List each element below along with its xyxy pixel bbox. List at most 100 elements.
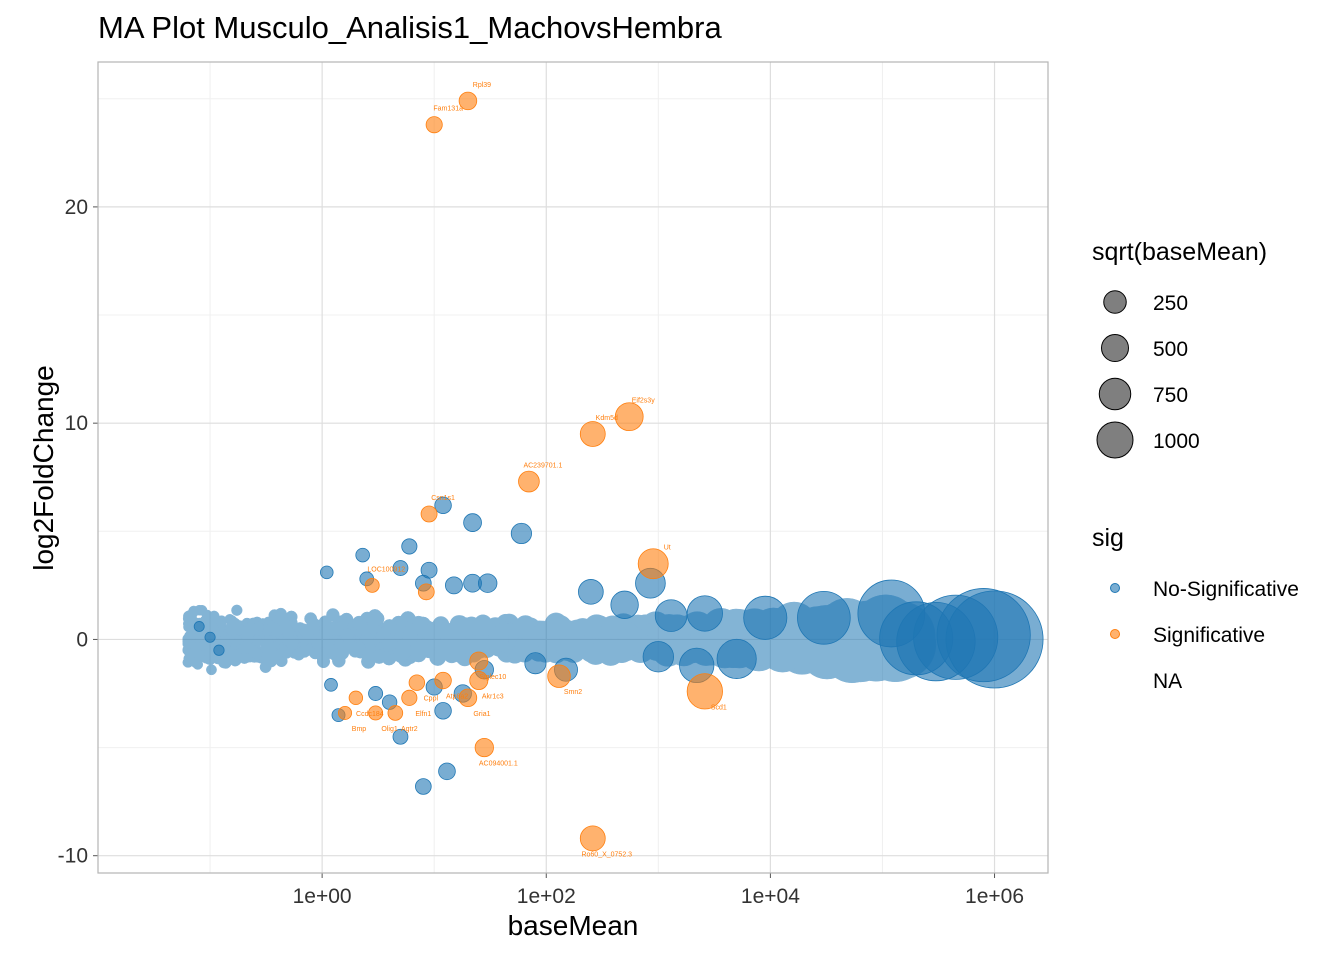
cloud-point bbox=[369, 611, 385, 627]
no-significative-point bbox=[438, 762, 456, 781]
color-legend-title: sig bbox=[1092, 524, 1124, 552]
cloud-point bbox=[537, 629, 560, 652]
gene-label: Ccdc184 bbox=[356, 711, 384, 718]
y-tick-label: 0 bbox=[76, 628, 88, 651]
color-legend-label: No-Significative bbox=[1153, 578, 1299, 601]
cloud-point bbox=[410, 646, 427, 663]
cloud-point bbox=[473, 614, 493, 634]
cloud-point bbox=[282, 626, 295, 639]
significative-point bbox=[458, 688, 478, 708]
gene-label: Csn1s1 bbox=[431, 495, 455, 502]
gene-label: Ut bbox=[664, 545, 671, 552]
no-significative-point bbox=[392, 560, 409, 576]
gene-label: AC239701.1 bbox=[523, 463, 562, 470]
significative-point bbox=[637, 548, 669, 580]
chart-title: MA Plot Musculo_Analisis1_MachovsHembra bbox=[98, 10, 722, 45]
gene-label: Agtr2 bbox=[401, 726, 418, 733]
plot-panel bbox=[98, 62, 1048, 873]
cloud-point bbox=[225, 624, 237, 636]
cloud-point bbox=[316, 654, 331, 669]
color-legend-label: NA bbox=[1153, 670, 1182, 693]
cloud-point bbox=[488, 626, 509, 647]
gene-label: Bmp bbox=[352, 726, 367, 733]
cloud-point bbox=[218, 655, 230, 667]
significative-point bbox=[368, 705, 384, 721]
cloud-point bbox=[591, 636, 619, 664]
gene-label: AC094001.1 bbox=[479, 761, 518, 768]
significative-point bbox=[518, 470, 540, 493]
no-significative-point bbox=[368, 686, 384, 701]
significative-point bbox=[337, 705, 353, 720]
no-significative-point bbox=[193, 621, 205, 632]
significative-point bbox=[420, 505, 438, 523]
no-significative-point bbox=[797, 591, 851, 645]
cloud-point bbox=[371, 649, 387, 664]
no-significative-point bbox=[213, 644, 225, 656]
size-legend-label: 750 bbox=[1153, 384, 1188, 407]
gene-label: Smn2 bbox=[564, 689, 582, 696]
cloud-point bbox=[402, 629, 419, 645]
no-significative-point bbox=[355, 547, 370, 563]
size-legend-key bbox=[1103, 290, 1127, 314]
significative-point bbox=[547, 664, 571, 688]
significative-point bbox=[417, 583, 435, 601]
cloud-point bbox=[340, 628, 355, 642]
size-legend-key bbox=[1101, 334, 1129, 362]
no-significative-point bbox=[392, 728, 409, 745]
cloud-point bbox=[206, 664, 217, 676]
cloud-point bbox=[351, 641, 366, 656]
y-tick-label: 10 bbox=[65, 412, 88, 435]
significative-point bbox=[579, 825, 606, 852]
significative-point bbox=[614, 402, 644, 432]
no-significative-point bbox=[320, 565, 334, 580]
no-significative-point bbox=[610, 590, 639, 619]
gene-label: Rpl39 bbox=[473, 82, 491, 89]
x-tick-label: 1e+04 bbox=[741, 885, 800, 908]
significative-point bbox=[686, 673, 723, 710]
cloud-point bbox=[218, 634, 230, 646]
x-tick-label: 1e+00 bbox=[293, 885, 352, 908]
no-significative-point bbox=[510, 522, 532, 545]
y-tick-label: -10 bbox=[58, 845, 88, 868]
gene-label: Fam131a bbox=[433, 106, 463, 113]
plot-border bbox=[97, 61, 1049, 874]
cloud-point bbox=[259, 661, 272, 673]
significative-point bbox=[434, 671, 452, 690]
size-legend-key bbox=[1096, 421, 1134, 459]
size-legend-label: 250 bbox=[1153, 292, 1188, 315]
cloud-point bbox=[453, 619, 472, 638]
cloud-point bbox=[268, 650, 281, 663]
significative-point bbox=[469, 671, 489, 691]
no-significative-point bbox=[642, 641, 674, 673]
x-tick-label: 1e+06 bbox=[965, 885, 1024, 908]
gene-label: Eif2s3y bbox=[632, 398, 655, 405]
no-significative-point bbox=[578, 579, 604, 605]
cloud-point bbox=[285, 637, 299, 650]
no-significative-point bbox=[463, 513, 482, 532]
color-legend-key bbox=[1110, 583, 1120, 593]
cloud-point bbox=[207, 622, 219, 633]
cloud-point bbox=[216, 615, 228, 627]
gene-label: Ro60_X_0752.3 bbox=[581, 851, 632, 858]
gene-label: Kdm5d bbox=[596, 415, 618, 422]
gene-label: Atp8a2 bbox=[446, 694, 468, 701]
cloud-point bbox=[298, 645, 311, 658]
cloud-point bbox=[422, 623, 439, 641]
cloud-point bbox=[299, 625, 313, 639]
significative-point bbox=[364, 577, 380, 593]
significative-point bbox=[408, 674, 426, 691]
no-significative-point bbox=[477, 573, 498, 593]
significative-point bbox=[348, 690, 364, 705]
cloud-point bbox=[183, 653, 194, 664]
size-legend-key bbox=[1098, 377, 1132, 411]
cloud-point bbox=[271, 624, 284, 638]
significative-point bbox=[579, 421, 606, 447]
no-significative-point bbox=[524, 652, 547, 675]
significative-point bbox=[401, 689, 418, 706]
cloud-point bbox=[231, 604, 243, 616]
cloud-point bbox=[335, 646, 350, 660]
no-significative-point bbox=[434, 496, 452, 515]
size-legend-label: 1000 bbox=[1153, 430, 1200, 453]
